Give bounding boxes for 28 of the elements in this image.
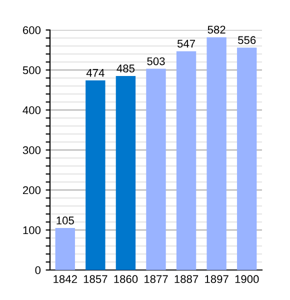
x-tick-label: 1860 (114, 275, 138, 284)
y-tick-label: 500 (22, 66, 41, 74)
bar (86, 80, 106, 270)
data-label: 105 (56, 216, 74, 224)
x-tick-label: 1842 (54, 275, 77, 284)
data-label: 474 (86, 69, 104, 77)
y-tick-label: 0 (35, 266, 41, 274)
bar (176, 51, 196, 270)
x-tick-label: 1877 (144, 275, 168, 284)
x-tick-label: 1900 (235, 275, 259, 284)
bar (116, 76, 136, 270)
bar (146, 68, 166, 270)
data-label: 582 (208, 26, 226, 34)
bar (237, 48, 257, 270)
data-label: 485 (116, 64, 135, 72)
data-label: 503 (147, 57, 165, 66)
y-tick-label: 600 (23, 26, 41, 34)
bar (206, 37, 226, 270)
y-tick-label: 100 (23, 226, 41, 234)
x-tick-label: 1857 (84, 275, 108, 284)
x-tick-label: 1887 (174, 275, 198, 284)
data-label: 556 (238, 36, 256, 44)
x-tick-label: 1897 (205, 275, 228, 284)
y-tick-label: 200 (22, 186, 41, 194)
y-tick-label: 300 (22, 146, 41, 154)
y-tick-label: 400 (22, 106, 41, 114)
data-label: 547 (177, 40, 195, 48)
bar (55, 228, 75, 270)
